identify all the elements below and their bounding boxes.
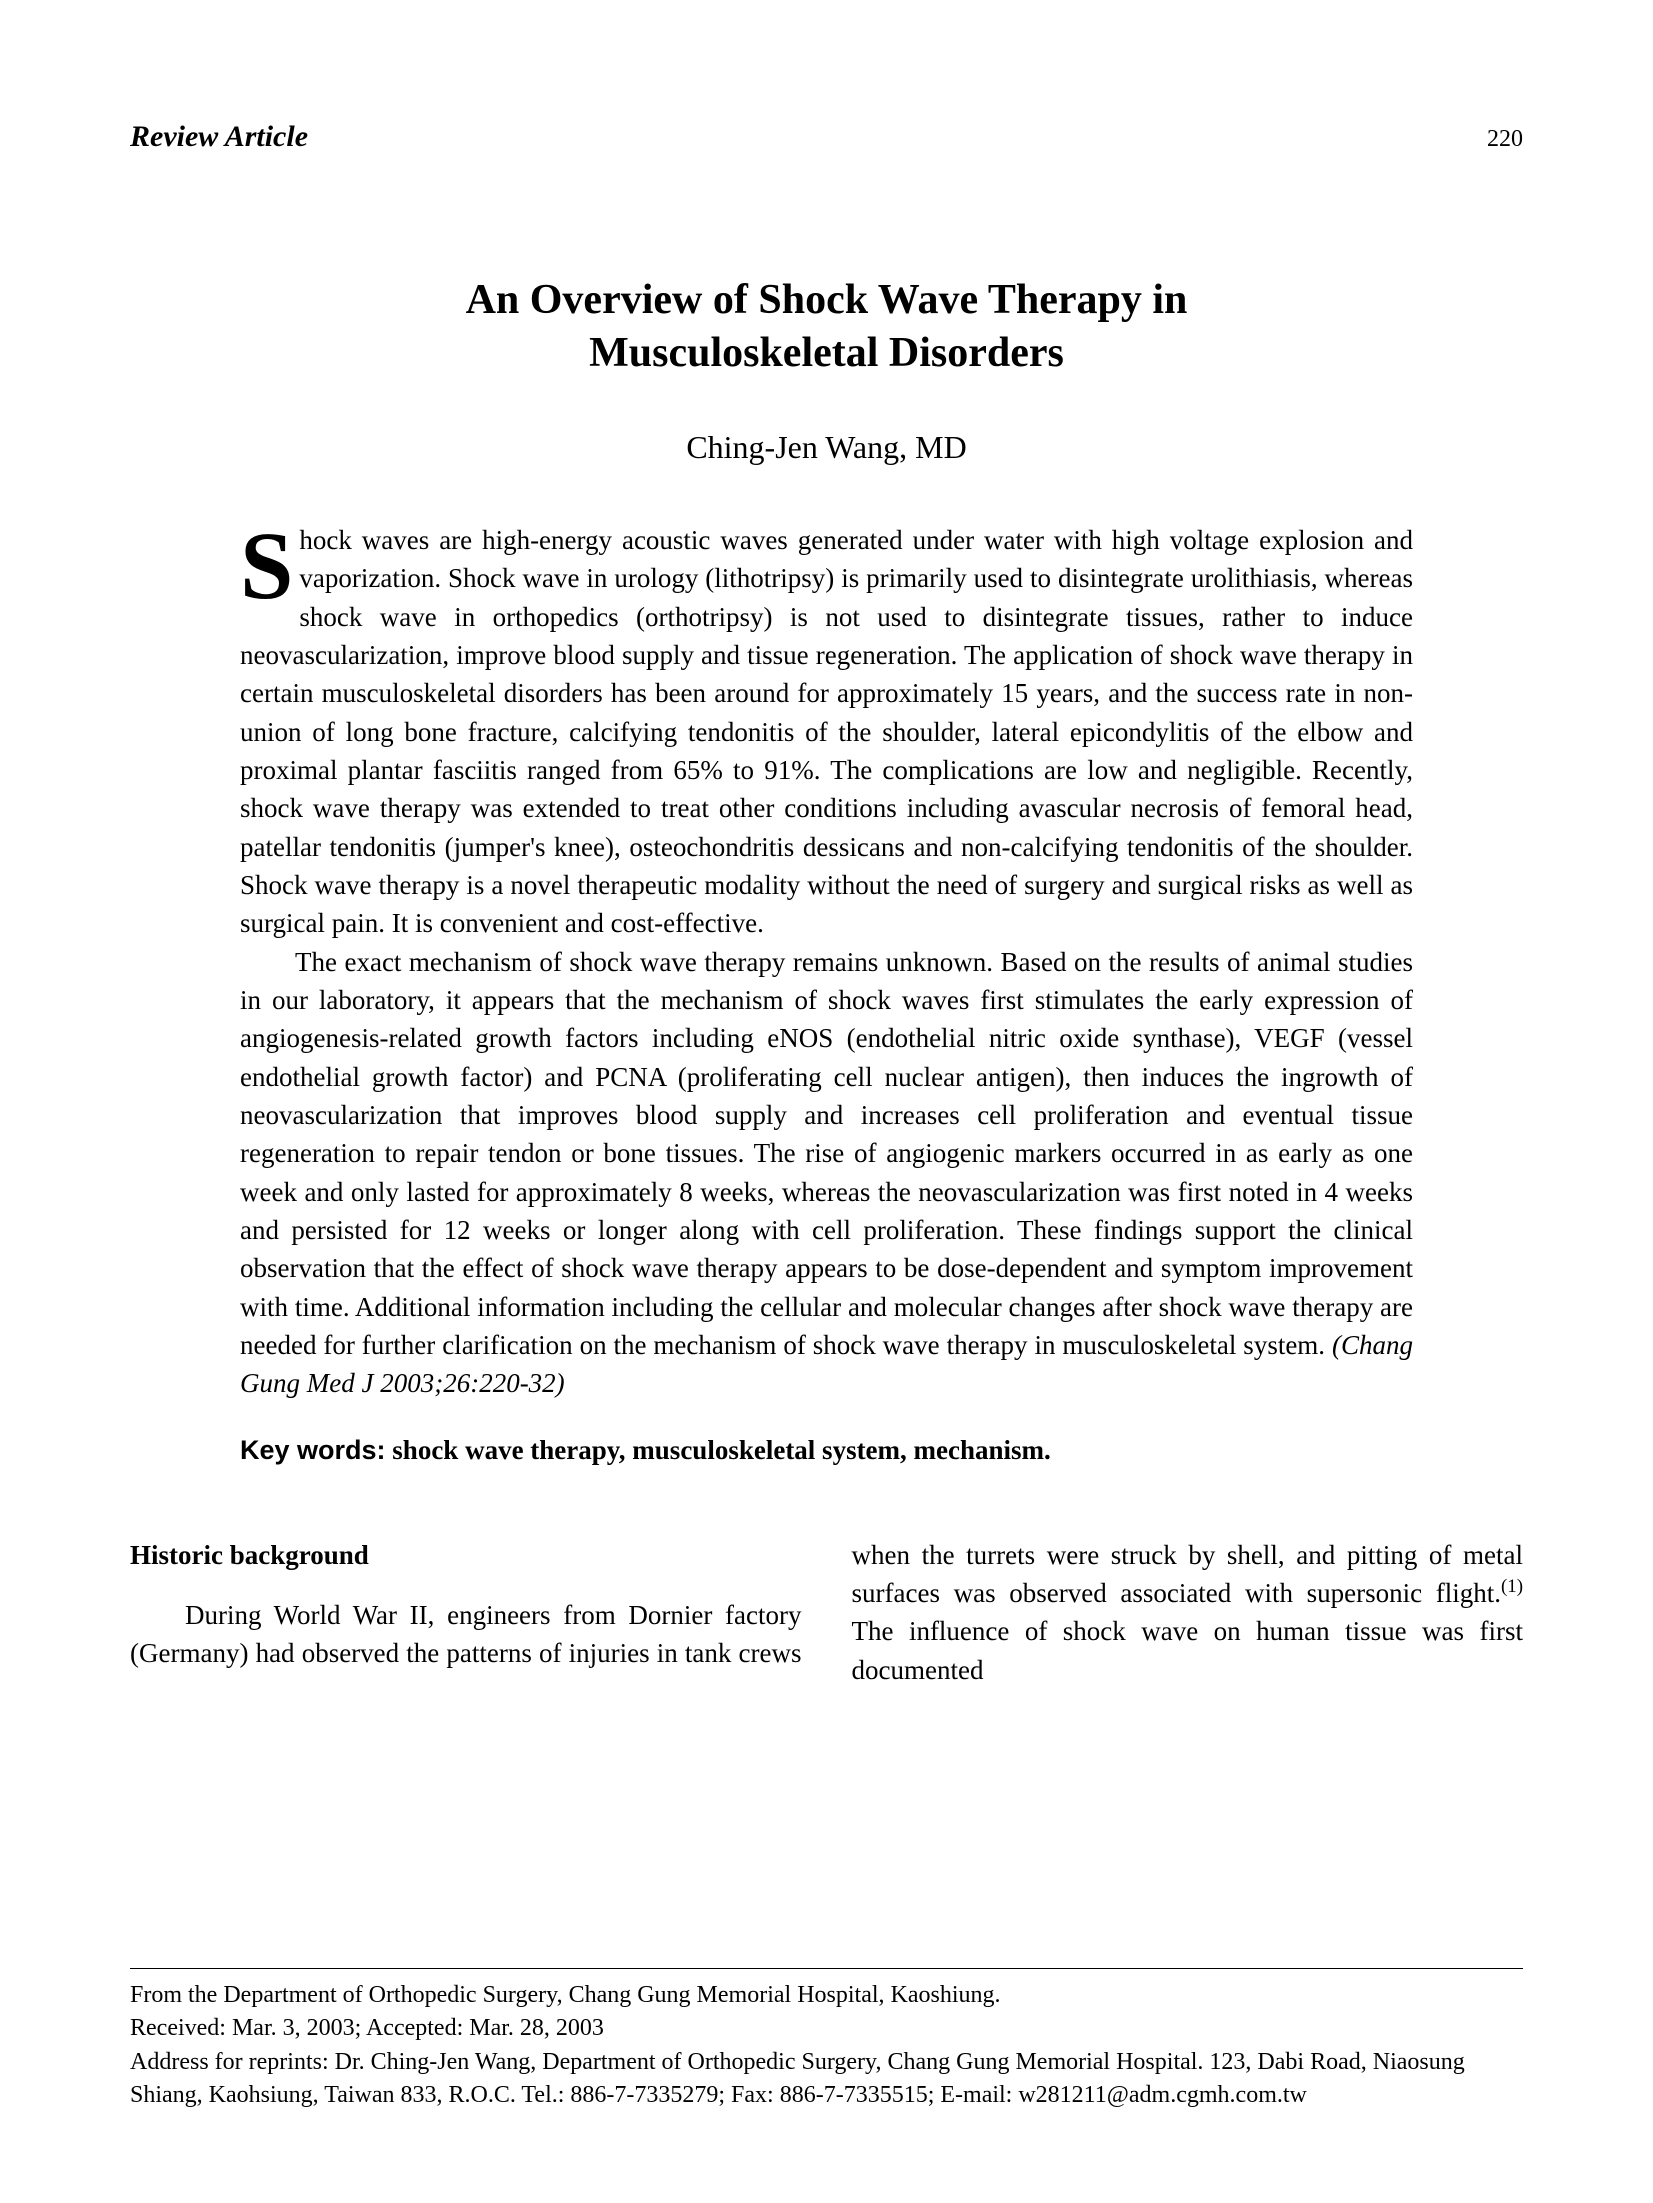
- article-footer: From the Department of Orthopedic Surger…: [130, 1968, 1523, 2113]
- keywords-label: Key words:: [240, 1435, 386, 1465]
- body-p1-text-b: The influence of shock wave on human tis…: [852, 1616, 1524, 1684]
- article-title: An Overview of Shock Wave Therapy in Mus…: [277, 274, 1377, 379]
- article-type: Review Article: [130, 120, 308, 154]
- abstract-paragraph-1: Shock waves are high-energy acoustic wav…: [240, 521, 1413, 943]
- abstract-paragraph-2: The exact mechanism of shock wave therap…: [240, 943, 1413, 1403]
- footer-reprint-address: Address for reprints: Dr. Ching-Jen Wang…: [130, 2046, 1523, 2113]
- keywords-text: shock wave therapy, musculoskeletal syst…: [386, 1435, 1051, 1465]
- footer-affiliation: From the Department of Orthopedic Surger…: [130, 1979, 1523, 2013]
- page-number: 220: [1487, 126, 1523, 153]
- article-body: Historic background During World War II,…: [130, 1536, 1523, 1689]
- page-header: Review Article 220: [130, 120, 1523, 154]
- page: Review Article 220 An Overview of Shock …: [0, 0, 1653, 2203]
- footer-rule: [130, 1968, 1523, 1969]
- citation-ref-1: (1): [1501, 1576, 1523, 1597]
- section-heading-historic-background: Historic background: [130, 1536, 802, 1574]
- abstract-paragraph-2-text: The exact mechanism of shock wave therap…: [240, 947, 1413, 1360]
- author: Ching-Jen Wang, MD: [130, 429, 1523, 466]
- title-line-2: Musculoskeletal Disorders: [589, 330, 1064, 376]
- abstract: Shock waves are high-energy acoustic wav…: [240, 521, 1413, 1403]
- keywords: Key words: shock wave therapy, musculosk…: [240, 1435, 1413, 1466]
- title-line-1: An Overview of Shock Wave Therapy in: [466, 277, 1188, 323]
- footer-dates: Received: Mar. 3, 2003; Accepted: Mar. 2…: [130, 2012, 1523, 2046]
